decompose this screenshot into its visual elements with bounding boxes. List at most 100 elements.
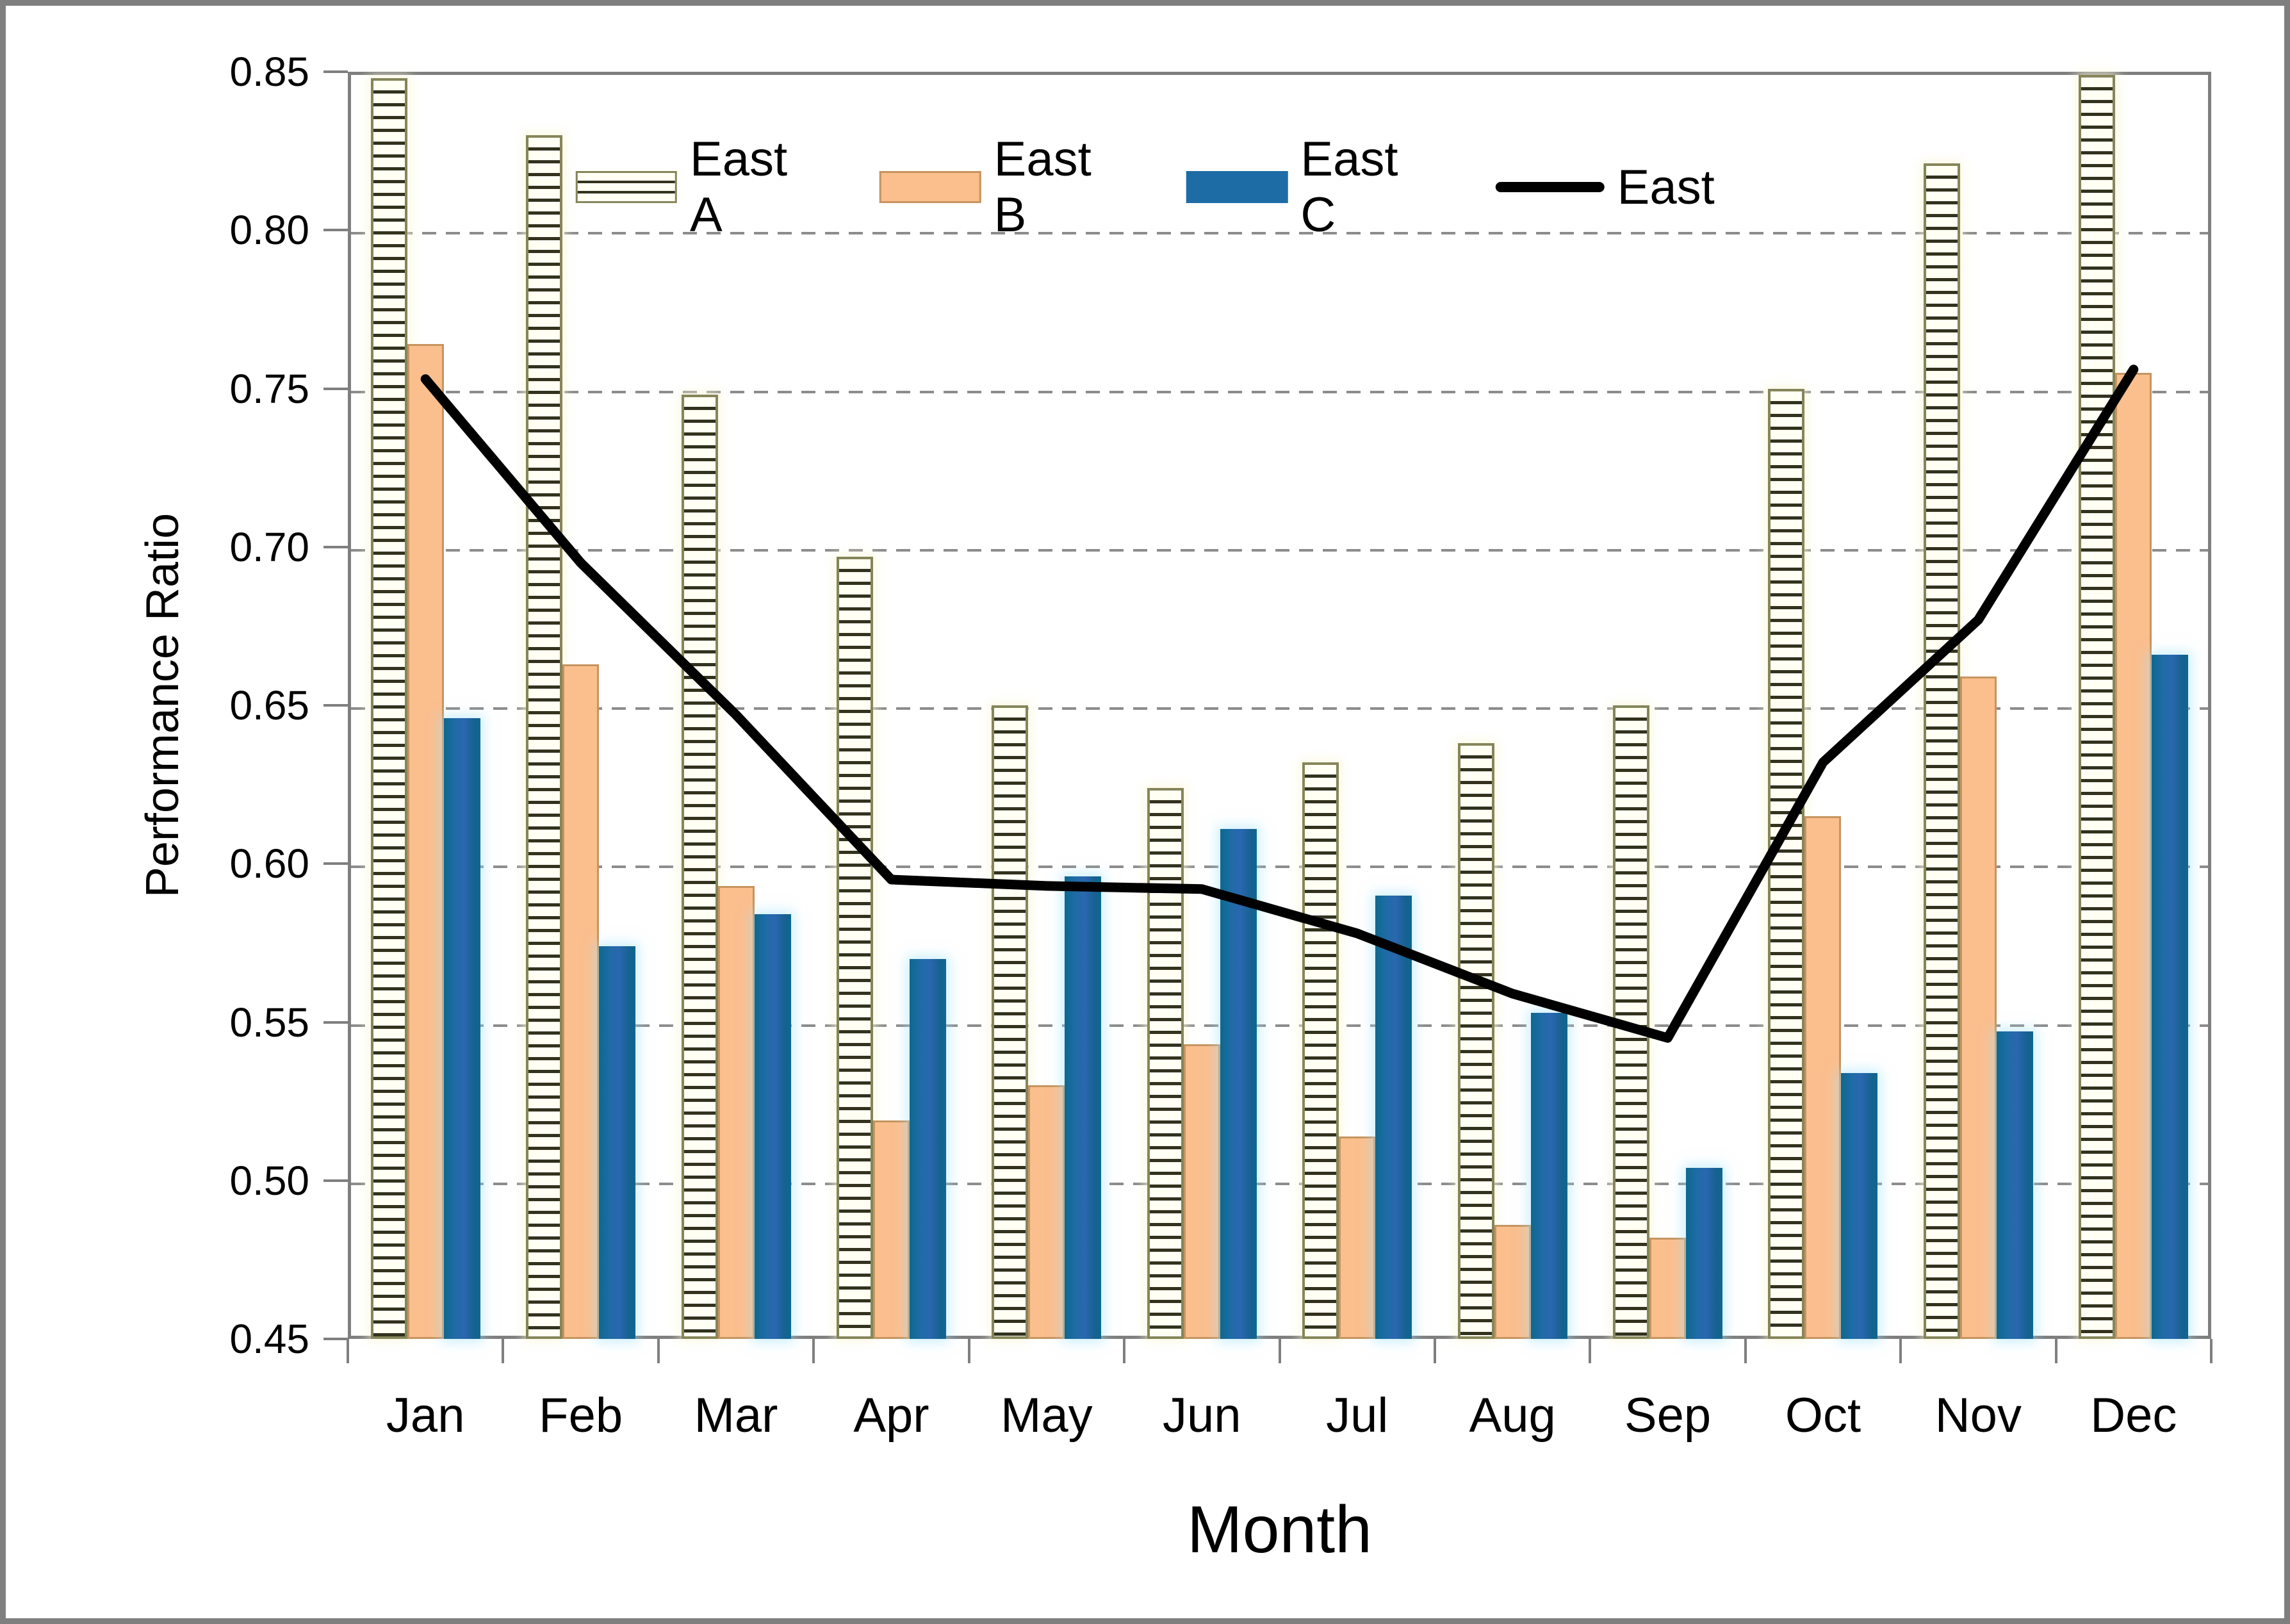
- x-tick-label-oct: Oct: [1785, 1388, 1861, 1443]
- y-axis-tick: [323, 545, 348, 548]
- x-axis-tick: [657, 1339, 660, 1363]
- y-gridline-0.50: [351, 1182, 2208, 1185]
- legend: East A East B East C East: [575, 131, 1715, 243]
- bar-east-b-mar: [717, 885, 755, 1339]
- bar-east-c-feb: [599, 946, 636, 1339]
- y-tick-label: 0.75: [229, 365, 309, 412]
- bar-east-a-oct: [1768, 388, 1805, 1339]
- legend-item-east: East: [1495, 160, 1715, 215]
- x-axis-tick: [1899, 1339, 1902, 1363]
- x-tick-label-jun: Jun: [1163, 1388, 1241, 1443]
- bar-east-c-jan: [443, 718, 480, 1339]
- bar-east-b-jul: [1339, 1136, 1376, 1339]
- x-axis-tick: [1433, 1339, 1436, 1363]
- bar-east-b-apr: [872, 1120, 910, 1339]
- x-tick-label-mar: Mar: [694, 1388, 778, 1443]
- x-tick-label-sep: Sep: [1624, 1388, 1712, 1443]
- y-gridline-0.70: [351, 548, 2208, 552]
- y-axis-tick: [323, 1179, 348, 1182]
- bar-east-a-mar: [681, 395, 718, 1339]
- y-tick-label: 0.85: [229, 49, 309, 95]
- bar-east-c-dec: [2152, 654, 2189, 1339]
- legend-swatch-east-line: [1495, 182, 1605, 192]
- bar-east-b-feb: [562, 664, 600, 1339]
- x-axis-tick: [2210, 1339, 2212, 1363]
- y-axis-tick: [323, 862, 348, 865]
- y-tick-label: 0.60: [229, 841, 309, 887]
- bar-east-a-aug: [1457, 743, 1494, 1339]
- x-axis-tick: [1589, 1339, 1592, 1363]
- bar-east-a-jul: [1302, 762, 1339, 1339]
- bar-east-b-jun: [1183, 1044, 1220, 1339]
- x-axis-tick: [812, 1339, 815, 1363]
- x-axis-tick: [502, 1339, 505, 1363]
- y-axis-tick: [323, 704, 348, 707]
- y-gridline-0.80: [351, 232, 2208, 235]
- y-gridline-0.55: [351, 1024, 2208, 1027]
- bar-east-b-jan: [407, 344, 444, 1339]
- bar-east-a-may: [992, 705, 1029, 1339]
- x-axis-tick: [967, 1339, 970, 1363]
- x-tick-label-jul: Jul: [1326, 1388, 1389, 1443]
- x-axis-tick: [2054, 1339, 2057, 1363]
- y-tick-label: 0.45: [229, 1316, 309, 1362]
- y-tick-label: 0.50: [229, 1157, 309, 1204]
- bar-east-a-jan: [370, 78, 407, 1339]
- legend-item-east-a: East A: [575, 131, 830, 243]
- legend-swatch-east-a: [575, 171, 677, 203]
- bar-east-c-oct: [1841, 1072, 1878, 1339]
- bar-east-b-oct: [1804, 816, 1842, 1339]
- bar-east-a-feb: [526, 135, 563, 1339]
- x-axis-tick: [1278, 1339, 1281, 1363]
- x-tick-label-jan: Jan: [386, 1388, 465, 1443]
- x-axis-tick: [1123, 1339, 1126, 1363]
- y-axis-tick: [323, 229, 348, 232]
- legend-label-east-b: East B: [994, 132, 1092, 242]
- bar-east-c-sep: [1686, 1167, 1723, 1339]
- y-gridline-0.75: [351, 390, 2208, 393]
- bar-east-c-aug: [1530, 1012, 1567, 1339]
- bar-east-b-sep: [1649, 1237, 1687, 1339]
- bar-east-a-nov: [1923, 163, 1960, 1339]
- east-line: [420, 365, 2139, 1043]
- bar-east-b-dec: [2115, 372, 2152, 1339]
- bar-east-c-jul: [1375, 895, 1412, 1339]
- bar-east-c-jun: [1220, 828, 1257, 1339]
- y-axis-tick: [323, 1021, 348, 1024]
- y-gridline-0.60: [351, 865, 2208, 869]
- y-tick-label: 0.80: [229, 207, 309, 254]
- y-axis-tick: [323, 1338, 348, 1340]
- x-axis-title: Month: [1186, 1493, 1373, 1567]
- x-axis-tick: [1744, 1339, 1747, 1363]
- x-tick-label-may: May: [1001, 1388, 1093, 1443]
- x-tick-label-apr: Apr: [853, 1388, 929, 1443]
- x-axis-tick: [347, 1339, 349, 1363]
- legend-item-east-c: East C: [1186, 131, 1446, 243]
- legend-label-east-a: East A: [690, 132, 788, 242]
- y-tick-label: 0.65: [229, 682, 309, 728]
- bar-east-a-jun: [1147, 787, 1184, 1339]
- x-tick-label-dec: Dec: [2090, 1388, 2177, 1443]
- y-axis-tick: [323, 387, 348, 390]
- bar-east-a-dec: [2079, 74, 2116, 1339]
- bar-east-a-apr: [836, 556, 873, 1339]
- y-axis-tick: [323, 70, 348, 73]
- y-tick-label: 0.55: [229, 999, 309, 1046]
- x-tick-label-feb: Feb: [539, 1388, 623, 1443]
- legend-label-east-c: East C: [1300, 132, 1398, 242]
- bar-east-c-apr: [909, 958, 946, 1339]
- bar-east-b-may: [1028, 1085, 1065, 1339]
- bar-east-c-mar: [754, 914, 791, 1339]
- legend-swatch-east-c: [1186, 171, 1288, 203]
- plot-area: [348, 72, 2211, 1339]
- y-gridline-0.65: [351, 707, 2208, 710]
- legend-item-east-b: East B: [879, 131, 1136, 243]
- x-tick-label-aug: Aug: [1469, 1388, 1556, 1443]
- x-tick-label-nov: Nov: [1934, 1388, 2022, 1443]
- bar-east-b-nov: [1959, 677, 1997, 1339]
- bar-east-b-aug: [1494, 1224, 1531, 1339]
- bar-east-c-nov: [1996, 1031, 2033, 1339]
- legend-label-east: East: [1617, 160, 1715, 215]
- legend-swatch-east-b: [879, 171, 981, 203]
